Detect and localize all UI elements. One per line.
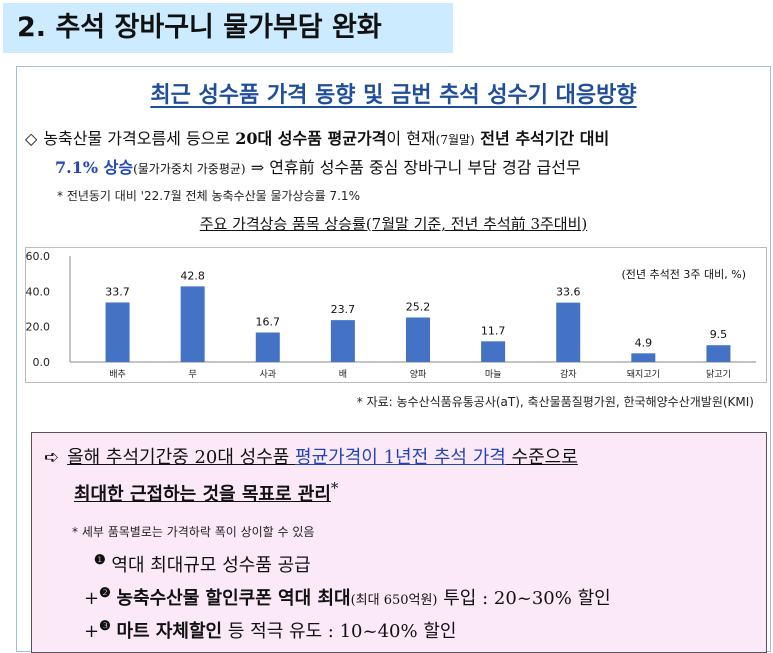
- data-label: 25.2: [406, 300, 431, 313]
- bar: [556, 302, 581, 362]
- data-label: 11.7: [481, 324, 506, 337]
- x-tick-label: 감자: [560, 368, 577, 380]
- bar: [105, 302, 130, 362]
- x-tick-label: 돼지고기: [627, 369, 660, 380]
- x-tick-label: 마늘: [485, 369, 502, 380]
- x-tick-label: 사과: [259, 369, 276, 380]
- chart-title-sub: (7월말 기준, 전년 추석前 3주대비): [365, 215, 588, 233]
- measure-2-text-a: 농축수산물 할인쿠폰 역대 최대: [116, 588, 351, 609]
- x-tick-label: 배: [339, 369, 347, 380]
- p1-text-b: 20대 성수품 평균가격: [235, 129, 387, 148]
- goal-footnote-mark: *: [330, 479, 339, 497]
- data-label: 23.7: [331, 303, 356, 316]
- data-label: 33.6: [556, 286, 581, 299]
- p1-text-g: (물가가중치 가중평균): [133, 162, 246, 176]
- diamond-bullet-icon: ◇: [25, 129, 38, 148]
- number-2-icon: ❷: [99, 586, 111, 601]
- measure-2: +❷ 농축수산물 할인쿠폰 역대 최대(최대 650억원) 투입 : 20~30…: [84, 584, 611, 610]
- chart-annotation: (전년 추석전 3주 대비, %): [622, 268, 746, 281]
- bar: [180, 286, 205, 362]
- measure-3-text-b: 등 적극 유도 : 10~40% 할인: [222, 621, 457, 642]
- number-3-icon: ❸: [99, 619, 111, 634]
- x-tick-label: 닭고기: [706, 368, 731, 380]
- arrow-icon: ➪: [44, 447, 60, 468]
- measure-3-plus: +: [84, 621, 100, 642]
- p1-text-c: 이 현재: [386, 129, 436, 148]
- y-tick-label: 40.0: [26, 285, 50, 298]
- data-label: 9.5: [710, 328, 728, 341]
- goal-text-b: 평균가격이 1년전 추석 가격: [295, 447, 506, 468]
- x-tick-label: 배추: [109, 369, 126, 380]
- measure-2-plus: +: [84, 588, 100, 609]
- measure-2-text-c: 투입 : 20~30% 할인: [437, 588, 611, 609]
- measure-1-text: 역대 최대규모 성수품 공급: [111, 555, 311, 576]
- y-tick-label: 20.0: [26, 321, 50, 334]
- bar-chart: 60.0 40.0 20.0 0.0 33.7 배추 42.8 무 16.7 사과 23.7 배 25.…: [25, 247, 767, 383]
- policy-footnote: * 세부 품목별로는 가격하락 폭이 상이할 수 있음: [72, 525, 315, 539]
- bar: [330, 320, 355, 362]
- measure-1: ❶ 역대 최대규모 성수품 공급: [94, 551, 311, 577]
- bar-chart-svg: 60.0 40.0 20.0 0.0 33.7 배추 42.8 무 16.7 사과 23.7 배 25.…: [26, 250, 756, 380]
- p1-text-d: (7월말): [435, 133, 475, 147]
- measure-3: +❸ 마트 자체할인 등 적극 유도 : 10~40% 할인: [84, 617, 456, 643]
- goal-text-c: 수준으로: [505, 447, 578, 468]
- bar: [481, 341, 506, 362]
- bar: [706, 345, 731, 362]
- goal-text-line2: 최대한 근접하는 것을 목표로 관리: [74, 484, 331, 505]
- p1-text-h: ⇒ 연휴前 성수품 중심 장바구니 부담 경감 급선무: [245, 158, 581, 177]
- x-tick-label: 무: [189, 369, 197, 380]
- number-1-icon: ❶: [94, 553, 106, 568]
- chart-title: 주요 가격상승 품목 상승률(7월말 기준, 전년 추석前 3주대비): [17, 213, 770, 234]
- policy-box: ➪ 올해 추석기간중 20대 성수품 평균가격이 1년전 추석 가격 수준으로 최…: [31, 432, 767, 653]
- x-tick-label: 양파: [410, 369, 427, 380]
- footnote-1: * 전년동기 대비 '22.7월 전체 농축수산물 물가상승률 7.1%: [57, 189, 360, 203]
- p1-text-e: 전년 추석기간 대비: [474, 129, 610, 148]
- summary-paragraph: ◇ 농축산물 가격오름세 등으로 20대 성수품 평균가격이 현재(7월말) 전년…: [25, 125, 767, 183]
- bar: [631, 353, 656, 362]
- goal-text-a: 올해 추석기간중 20대 성수품: [67, 447, 296, 468]
- source-note: * 자료: 농수산식품유통공사(aT), 축산물품질평가원, 한국해양수산개발원…: [356, 395, 754, 409]
- p1-text-f: 7.1% 상승: [55, 158, 134, 177]
- y-tick-label: 60.0: [26, 250, 50, 263]
- bar: [255, 332, 280, 362]
- measure-2-text-b: (최대 650억원): [350, 593, 438, 608]
- data-label: 16.7: [256, 315, 281, 328]
- data-label: 4.9: [635, 336, 653, 349]
- section-title: 2. 추석 장바구니 물가부담 완화: [3, 3, 453, 53]
- p1-text-a: 농축산물 가격오름세 등으로: [43, 129, 236, 148]
- y-tick-label: 0.0: [33, 356, 51, 369]
- chart-title-main: 주요 가격상승 품목 상승률: [199, 215, 366, 233]
- data-label: 42.8: [180, 269, 205, 282]
- policy-goal: ➪ 올해 추석기간중 20대 성수품 평균가격이 1년전 추석 가격 수준으로 최…: [44, 443, 759, 510]
- content-panel: 최근 성수품 가격 동향 및 금번 추석 성수기 대응방향 ◇ 농축산물 가격오름…: [16, 66, 771, 653]
- panel-heading: 최근 성수품 가격 동향 및 금번 추석 성수기 대응방향: [150, 83, 637, 108]
- measure-3-text-a: 마트 자체할인: [116, 621, 223, 642]
- bar: [406, 317, 430, 362]
- data-label: 33.7: [105, 285, 130, 298]
